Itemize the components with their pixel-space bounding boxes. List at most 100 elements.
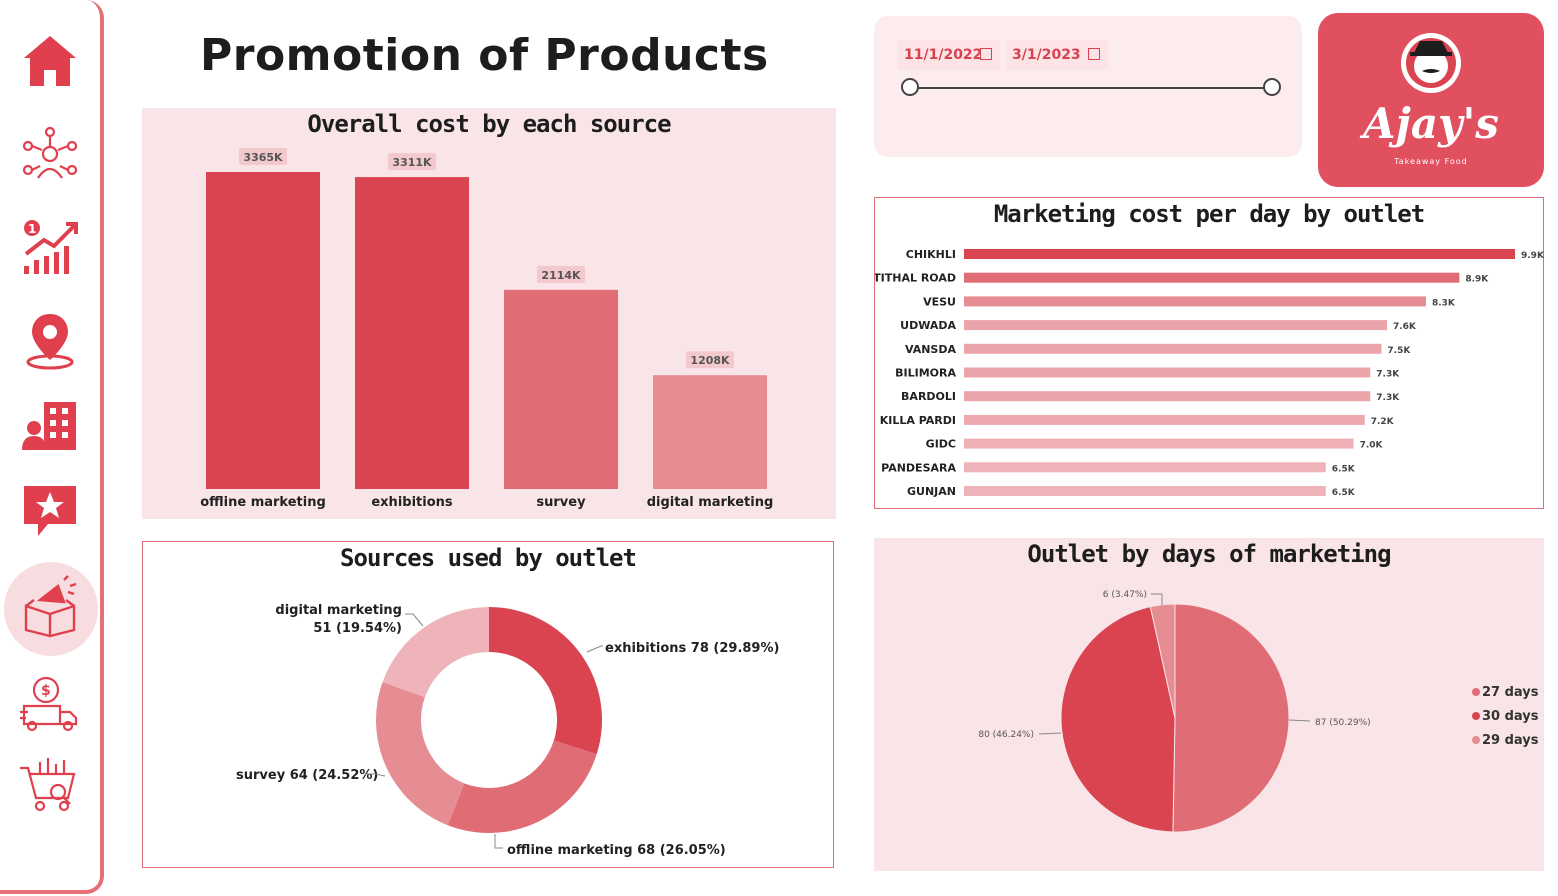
bar-pandesara	[964, 462, 1326, 473]
nav-location[interactable]	[18, 308, 82, 372]
cost-per-day-panel: Marketing cost per day by outlet CHIKHLI…	[874, 197, 1545, 509]
data-label: 7.5K	[1387, 346, 1411, 356]
bar-digital-marketing	[653, 375, 767, 489]
bar-gunjan	[964, 486, 1326, 496]
start-date-input[interactable]: 11/1/2022	[898, 40, 1000, 70]
slice-offline-marketing	[447, 740, 597, 833]
delivery-cost-icon: $	[20, 676, 78, 732]
outlet-label: UDWADA	[900, 319, 956, 332]
leader-line	[365, 773, 386, 777]
bar-bilimora	[964, 367, 1371, 378]
slice-30-days	[1060, 606, 1176, 833]
location-pin-icon	[26, 314, 74, 370]
outlet-label: BILIMORA	[895, 367, 956, 380]
data-label: 8.3K	[1432, 298, 1456, 308]
growth-chart-icon: 1	[24, 220, 78, 274]
days-of-marketing-title: Outlet by days of marketing	[1027, 540, 1391, 568]
nav-cart[interactable]	[18, 752, 82, 816]
category-label: digital marketing	[647, 495, 774, 510]
nav-growth[interactable]: 1	[18, 214, 82, 278]
brand-logo: Ajay's Takeaway Food	[1318, 13, 1544, 187]
calendar-icon[interactable]	[980, 48, 992, 60]
nav-reviews[interactable]	[18, 478, 82, 542]
data-label: 6.5K	[1332, 464, 1356, 474]
sources-by-outlet-chart: exhibitions 78 (29.89%) offline marketin…	[236, 603, 779, 858]
legend-marker	[1472, 688, 1480, 696]
data-label-bg	[239, 148, 287, 165]
data-label: 1208K	[690, 354, 730, 367]
data-label: 3311K	[392, 156, 432, 169]
leader-line	[1151, 593, 1163, 605]
home-icon	[24, 36, 76, 86]
date-slider-end-handle[interactable]	[1263, 78, 1281, 96]
bar-vesu	[964, 296, 1426, 307]
days-of-marketing-panel: Outlet by days of marketing 87 (50.29%) …	[874, 538, 1544, 871]
data-label: 3365K	[243, 151, 283, 164]
outlet-label: PANDESARA	[881, 461, 956, 474]
category-label: exhibitions	[371, 495, 453, 510]
slice-survey	[376, 681, 465, 826]
bar-bardoli	[964, 391, 1371, 402]
end-date-input[interactable]: 3/1/2023	[1006, 40, 1108, 70]
label-digital-marketing: digital marketing	[275, 603, 402, 618]
nav-delivery-cost[interactable]: $	[18, 672, 82, 736]
leader-line	[494, 834, 503, 849]
calendar-icon[interactable]	[1088, 48, 1100, 60]
data-label: 9.9K	[1521, 251, 1545, 261]
slice-29-days	[1149, 603, 1176, 719]
label-27-days: 87 (50.29%)	[1315, 718, 1371, 728]
data-label: 7.0K	[1360, 441, 1384, 451]
label-digital-marketing-value: 51 (19.54%)	[313, 621, 402, 636]
legend-marker	[1472, 736, 1480, 744]
leader-line	[1038, 732, 1062, 735]
data-label: 7.2K	[1371, 417, 1395, 427]
date-slider-track[interactable]	[910, 87, 1272, 89]
bar-tithal-road	[964, 272, 1460, 283]
nav-customers[interactable]	[18, 124, 82, 188]
nav-outlets[interactable]	[18, 394, 82, 458]
outlet-label: TITHAL ROAD	[875, 272, 956, 285]
bar-exhibitions	[355, 177, 469, 489]
outlet-label: GIDC	[926, 438, 956, 451]
slice-exhibitions	[489, 607, 602, 755]
sources-by-outlet-panel: Sources used by outlet exhibitions 78 (2…	[142, 541, 834, 868]
label-exhibitions: exhibitions 78 (29.89%)	[605, 641, 779, 656]
logo-subtitle: Takeaway Food	[1394, 157, 1468, 166]
start-date-value: 11/1/2022	[904, 47, 983, 63]
category-label: offline marketing	[200, 495, 326, 510]
nav-home[interactable]	[18, 28, 82, 92]
cost-by-source-panel: Overall cost by each source 3365K offline…	[142, 108, 836, 519]
nav-promotion[interactable]	[18, 574, 82, 638]
days-of-marketing-chart: 87 (50.29%) 80 (46.24%) 6 (3.47%) 27 day…	[978, 590, 1539, 833]
bar-udwada	[964, 320, 1387, 331]
cost-by-source-title: Overall cost by each source	[307, 110, 671, 138]
data-label: 8.9K	[1465, 275, 1489, 285]
promotion-box-icon	[24, 575, 77, 638]
label-offline-marketing: offline marketing 68 (26.05%)	[507, 843, 726, 858]
leader-line	[586, 645, 603, 653]
nav-active-indicator	[4, 562, 98, 656]
customer-network-icon	[22, 126, 78, 179]
category-label: survey	[536, 495, 586, 510]
cost-per-day-chart: CHIKHLI 9.9K TITHAL ROAD 8.9K VESU 8.3K UDWADA…	[875, 248, 1545, 498]
shopping-cart-icon	[20, 758, 76, 812]
outlet-label: CHIKHLI	[906, 248, 956, 261]
outlet-label: VANSDA	[905, 343, 957, 356]
slice-digital-marketing	[382, 607, 489, 698]
data-label: 7.3K	[1376, 393, 1400, 403]
date-range-filter: 11/1/2022 3/1/2023	[874, 16, 1302, 157]
legend-item: 30 days	[1482, 709, 1539, 724]
outlet-label: BARDOLI	[901, 390, 956, 403]
star-review-icon	[24, 486, 76, 536]
date-slider-start-handle[interactable]	[901, 78, 919, 96]
chef-hat-icon	[1401, 33, 1461, 93]
data-label: 2114K	[541, 269, 581, 282]
leader-line	[405, 613, 424, 627]
bar-survey	[504, 289, 618, 489]
cost-by-source-chart: 3365K offline marketing 3311K exhibitions 21…	[200, 148, 774, 510]
svg-text:$: $	[41, 683, 51, 699]
building-user-icon	[22, 402, 76, 450]
bar-vansda	[964, 343, 1382, 354]
slice-27-days	[1172, 603, 1290, 833]
leader-line	[1288, 719, 1311, 722]
